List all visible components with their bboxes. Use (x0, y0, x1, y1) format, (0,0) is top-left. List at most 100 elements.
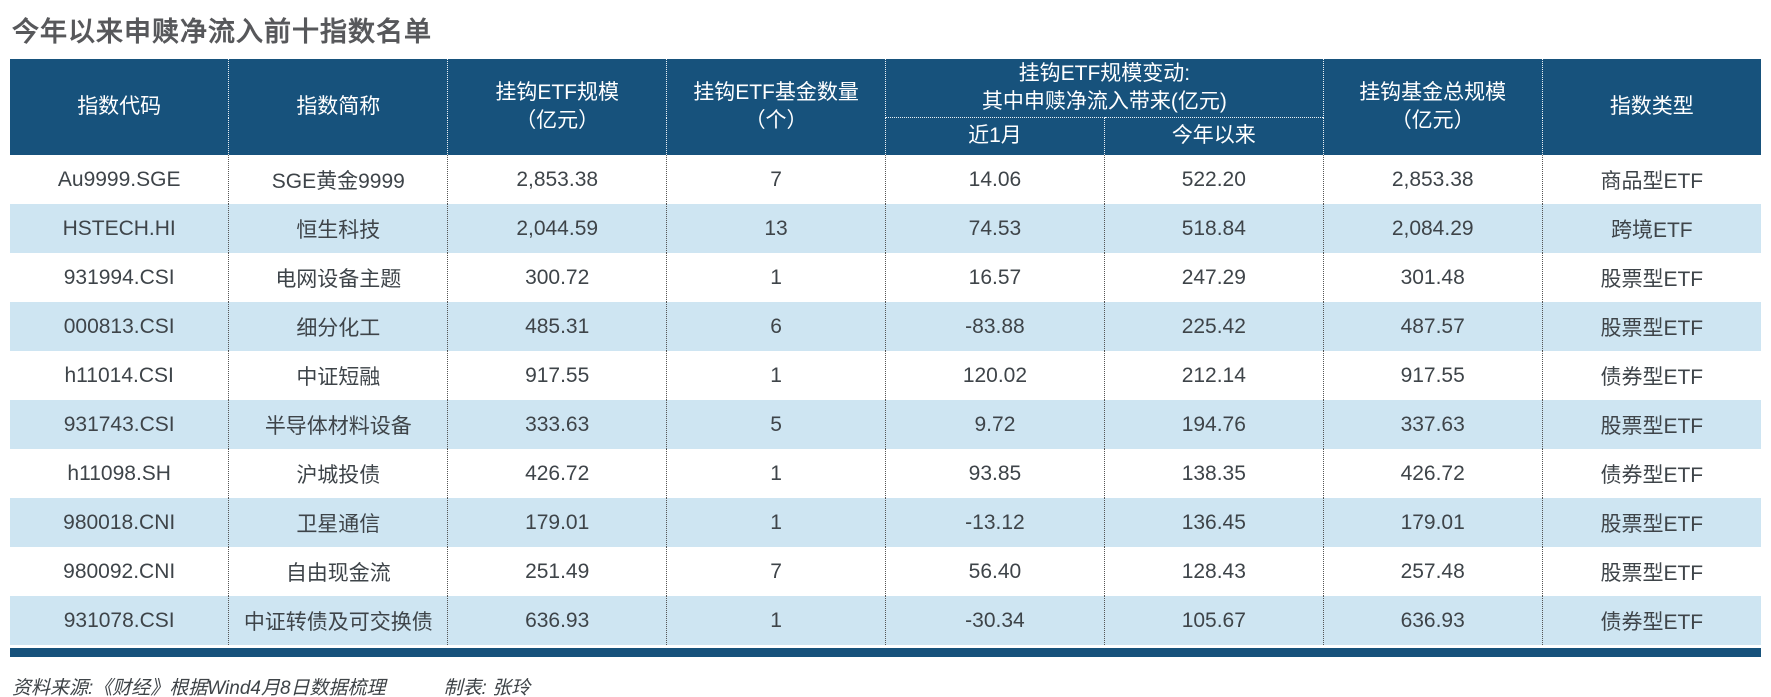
cell-index-type: 商品型ETF (1541, 155, 1761, 204)
header-etf-scale: 挂钩ETF规模 （亿元） (447, 59, 667, 155)
cell-index-code: HSTECH.HI (10, 204, 229, 253)
table-row: HSTECH.HI 恒生科技 2,044.59 13 74.53 518.84 … (10, 204, 1761, 253)
cell-index-type: 股票型ETF (1541, 253, 1761, 302)
table-row: Au9999.SGE SGE黄金9999 2,853.38 7 14.06 52… (10, 155, 1761, 204)
header-flow-group-line2: 其中申赎净流入带来(亿元) (981, 90, 1227, 113)
cell-total-scale: 179.01 (1322, 498, 1543, 547)
footer: 资料来源:《财经》根据Wind4月8日数据梳理 制表: 张玲 (12, 673, 1761, 697)
header-index-code: 指数代码 (10, 59, 229, 155)
cell-flow-1m: 93.85 (885, 449, 1105, 498)
cell-total-scale: 487.57 (1322, 302, 1543, 351)
header-etf-scale-line1: 挂钩ETF规模 (495, 80, 620, 104)
cell-etf-scale: 333.63 (447, 400, 667, 449)
header-sub-1m: 近1月 (885, 117, 1105, 155)
cell-index-code: 980092.CNI (10, 547, 229, 596)
cell-index-type: 债券型ETF (1541, 596, 1761, 645)
cell-etf-scale: 485.31 (447, 302, 667, 351)
cell-total-scale: 257.48 (1322, 547, 1543, 596)
cell-etf-scale: 251.49 (447, 547, 667, 596)
cell-index-code: 000813.CSI (10, 302, 229, 351)
cell-etf-scale: 179.01 (447, 498, 667, 547)
cell-flow-1m: -13.12 (885, 498, 1105, 547)
header-sub-ytd: 今年以来 (1103, 117, 1324, 155)
cell-index-name: 沪城投债 (228, 449, 448, 498)
header-index-name: 指数简称 (228, 59, 448, 155)
cell-index-code: 980018.CNI (10, 498, 229, 547)
table-header: 指数代码 指数简称 挂钩ETF规模 （亿元） 挂钩ETF基金数量 （个） 挂钩E… (10, 59, 1761, 155)
cell-flow-ytd: 138.35 (1103, 449, 1324, 498)
cell-flow-ytd: 194.76 (1103, 400, 1324, 449)
cell-index-code: h11014.CSI (10, 351, 229, 400)
cell-flow-1m: 120.02 (885, 351, 1105, 400)
table-bottom-bar (10, 648, 1761, 657)
cell-flow-1m: 74.53 (885, 204, 1105, 253)
cell-etf-scale: 917.55 (447, 351, 667, 400)
cell-etf-count: 1 (666, 449, 886, 498)
cell-etf-scale: 2,044.59 (447, 204, 667, 253)
footer-source: 资料来源:《财经》根据Wind4月8日数据梳理 (12, 678, 386, 697)
table-row: 931078.CSI 中证转债及可交换债 636.93 1 -30.34 105… (10, 596, 1761, 645)
table-row: h11098.SH 沪城投债 426.72 1 93.85 138.35 426… (10, 449, 1761, 498)
cell-etf-scale: 636.93 (447, 596, 667, 645)
cell-etf-count: 13 (666, 204, 886, 253)
cell-flow-1m: 14.06 (885, 155, 1105, 204)
cell-etf-count: 1 (666, 351, 886, 400)
table-body: Au9999.SGE SGE黄金9999 2,853.38 7 14.06 5 2… (10, 155, 1761, 645)
cell-flow-ytd: 128.43 (1103, 547, 1324, 596)
table-row: 980092.CNI 自由现金流 251.49 7 56.40 128.43 2… (10, 547, 1761, 596)
header-flow-group-line1: 挂钩ETF规模变动: (1018, 61, 1191, 85)
cell-index-code: 931994.CSI (10, 253, 229, 302)
cell-flow-ytd: 247.29 (1103, 253, 1324, 302)
page-title: 今年以来申赎净流入前十指数名单 (12, 17, 432, 47)
cell-index-name: SGE黄金9999 (228, 155, 448, 204)
cell-flow-ytd: 136.45 (1103, 498, 1324, 547)
table-row: 931994.CSI 电网设备主题 300.72 1 16.57 247.29 … (10, 253, 1761, 302)
cell-flow-1m: 9.72 (885, 400, 1105, 449)
cell-index-code: h11098.SH (10, 449, 229, 498)
footer-credit: 制表: 张玲 (443, 678, 531, 697)
cell-etf-scale: 426.72 (447, 449, 667, 498)
cell-etf-count: 1 (666, 596, 886, 645)
cell-etf-count: 7 (666, 155, 886, 204)
cell-index-name: 中证转债及可交换债 (228, 596, 448, 645)
cell-index-name: 恒生科技 (228, 204, 448, 253)
cell-index-type: 股票型ETF (1541, 400, 1761, 449)
cell-index-type: 债券型ETF (1541, 449, 1761, 498)
cell-etf-count: 6 (666, 302, 886, 351)
cell-flow-1m: 56.40 (885, 547, 1105, 596)
cell-index-code: 931743.CSI (10, 400, 229, 449)
cell-flow-1m: -30.34 (885, 596, 1105, 645)
cell-index-type: 股票型ETF (1541, 547, 1761, 596)
cell-total-scale: 337.63 (1322, 400, 1543, 449)
cell-index-name: 电网设备主题 (228, 253, 448, 302)
cell-etf-count: 1 (666, 498, 886, 547)
cell-etf-count: 1 (666, 253, 886, 302)
cell-index-code: Au9999.SGE (10, 155, 229, 204)
table-row: 931743.CSI 半导体材料设备 333.63 5 9.72 194.76 … (10, 400, 1761, 449)
cell-etf-count: 7 (666, 547, 886, 596)
cell-flow-1m: 16.57 (885, 253, 1105, 302)
cell-index-code: 931078.CSI (10, 596, 229, 645)
cell-etf-count: 5 (666, 400, 886, 449)
cell-flow-ytd: 105.67 (1103, 596, 1324, 645)
cell-total-scale: 301.48 (1322, 253, 1543, 302)
cell-flow-ytd: 225.42 (1103, 302, 1324, 351)
cell-index-name: 自由现金流 (228, 547, 448, 596)
table-row: 980018.CNI 卫星通信 179.01 1 -13.12 136.45 1… (10, 498, 1761, 547)
cell-index-name: 卫星通信 (228, 498, 448, 547)
header-total-scale-line1: 挂钩基金总规模 (1359, 80, 1507, 104)
cell-total-scale: 426.72 (1322, 449, 1543, 498)
header-etf-scale-line2: （亿元） (515, 109, 600, 132)
cell-total-scale: 636.93 (1322, 596, 1543, 645)
cell-index-type: 跨境ETF (1541, 204, 1761, 253)
header-total-scale: 挂钩基金总规模 （亿元） (1322, 59, 1543, 155)
cell-index-type: 债券型ETF (1541, 351, 1761, 400)
cell-flow-ytd: 518.84 (1103, 204, 1324, 253)
header-flow-group: 挂钩ETF规模变动: 其中申赎净流入带来(亿元) (885, 59, 1324, 118)
table-row: h11014.CSI 中证短融 917.55 1 120.02 212.14 9… (10, 351, 1761, 400)
cell-index-name: 中证短融 (228, 351, 448, 400)
cell-etf-scale: 2,853.38 (447, 155, 667, 204)
cell-total-scale: 2,084.29 (1322, 204, 1543, 253)
header-etf-count-line2: （个） (744, 109, 808, 132)
